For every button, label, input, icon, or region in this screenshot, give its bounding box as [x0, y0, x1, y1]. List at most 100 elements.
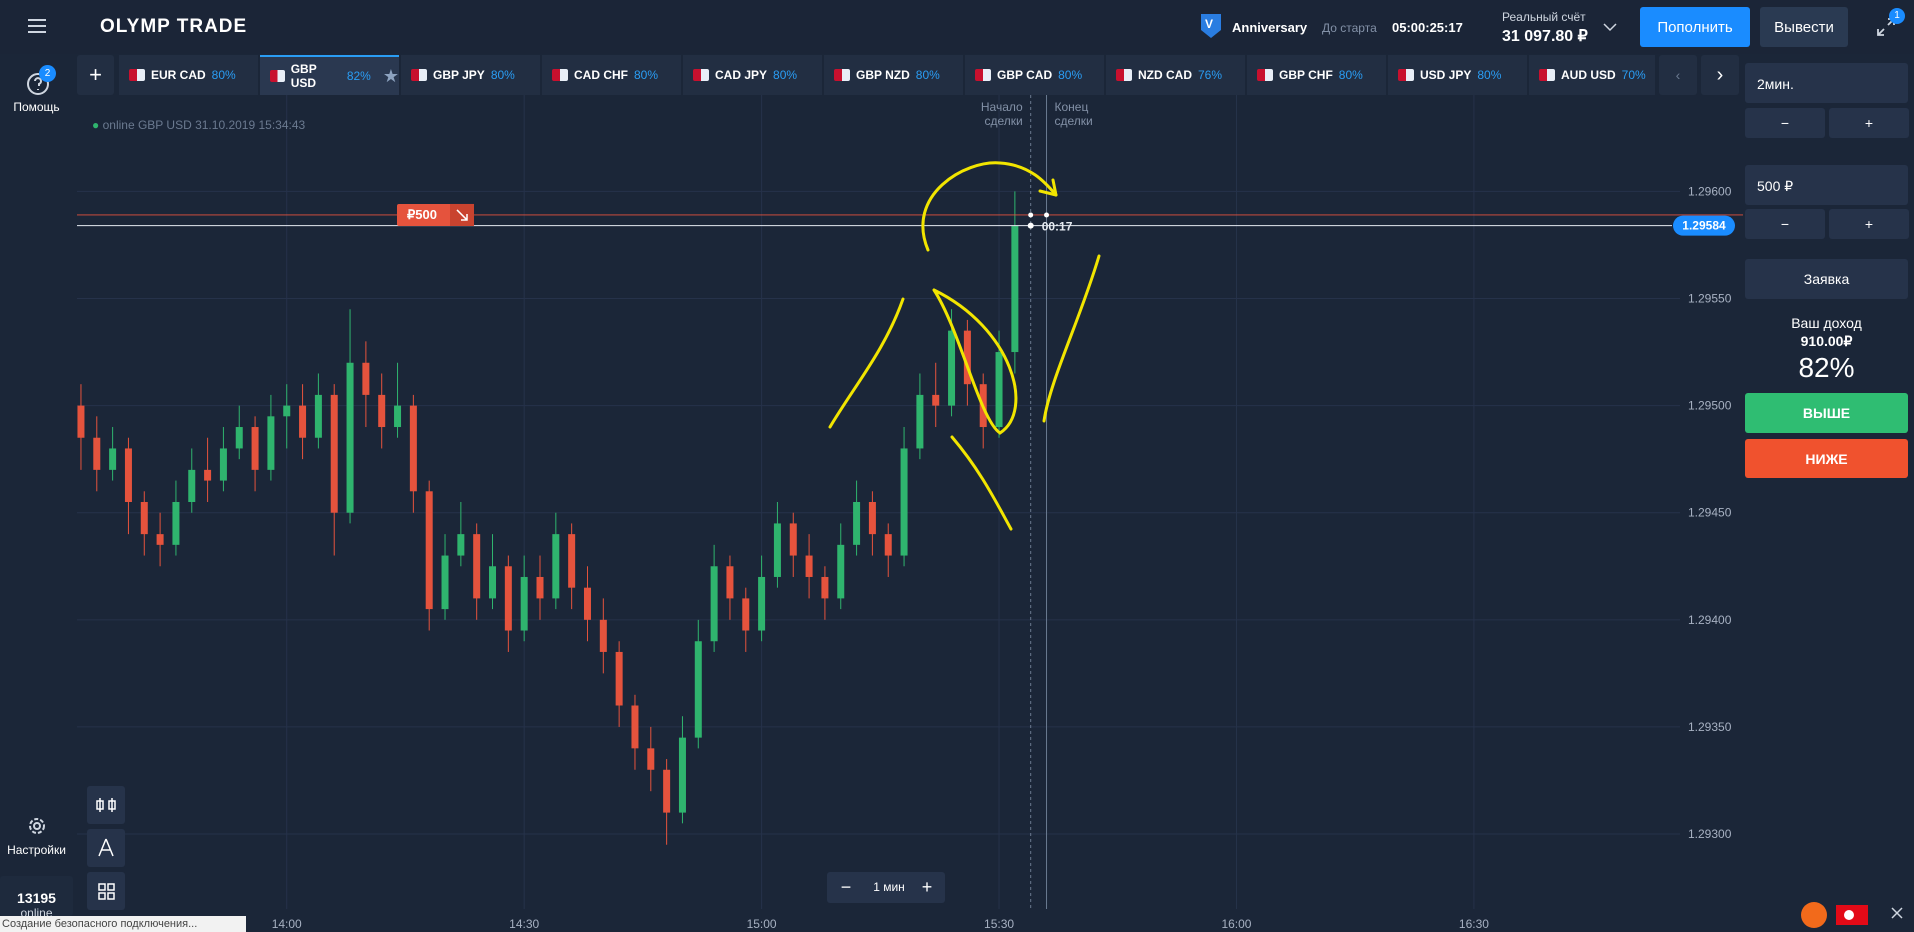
logo[interactable]: OLYMP TRADE [100, 16, 248, 37]
candle-body [251, 427, 259, 470]
y-tick-label: 1.29500 [1688, 399, 1732, 413]
order-button[interactable]: Заявка [1745, 259, 1908, 299]
tab-pair: CAD JPY [715, 68, 768, 82]
tabs-next[interactable]: › [1701, 55, 1739, 95]
annotation-scribble [1042, 254, 1101, 423]
tournament-start-label: До старта [1322, 21, 1377, 35]
notification-badge: 1 [1889, 8, 1905, 24]
settings-label[interactable]: Настройки [7, 843, 66, 857]
deal-marker-label: Начало [981, 100, 1023, 114]
tab-payout: 80% [634, 68, 659, 82]
candle-body [441, 555, 449, 610]
online-box [0, 876, 73, 916]
chart-type-button[interactable] [87, 786, 125, 824]
plot: 1.29600 1.29550 1.29500 1.29450 1.29400 1.293… [77, 95, 1743, 931]
candle-body [330, 394, 338, 513]
mascot-icon[interactable] [1801, 902, 1827, 928]
flag-icon [411, 69, 427, 81]
deposit-button[interactable]: Пополнить [1640, 7, 1750, 47]
tabs-prev[interactable]: ‹ [1659, 55, 1697, 95]
amount-plus[interactable]: + [1829, 209, 1909, 239]
tab-pair: GBP CAD [997, 68, 1053, 82]
asset-tab[interactable]: GBP NZD 80% [824, 55, 963, 95]
tab-payout: 76% [1198, 68, 1223, 82]
annotation-scribble [921, 161, 1058, 252]
menu-icon[interactable] [28, 18, 46, 34]
flag-icon [1539, 69, 1555, 81]
footer-close-icon[interactable] [1891, 907, 1903, 919]
candle-body [1011, 225, 1019, 353]
tournament-name[interactable]: Anniversary [1232, 20, 1308, 35]
account-label: Реальный счёт [1502, 10, 1586, 24]
x-tick-label: 15:00 [747, 917, 777, 931]
candle-body [884, 534, 892, 556]
help-label[interactable]: Помощь [13, 100, 60, 114]
indicators-button[interactable] [87, 872, 125, 910]
tournament-badge: V [1205, 17, 1214, 31]
up-button[interactable]: ВЫШЕ [1745, 393, 1908, 433]
amount-minus[interactable]: − [1745, 209, 1825, 239]
annotation-scribble [950, 435, 1013, 531]
candle-body [267, 416, 275, 470]
settings-icon[interactable] [26, 815, 48, 837]
tab-pair: EUR CAD [151, 68, 206, 82]
asset-tab[interactable]: NZD CAD 76% [1106, 55, 1245, 95]
duration-box[interactable] [1745, 63, 1908, 103]
asset-tab[interactable]: CAD CHF 80% [542, 55, 681, 95]
candle-body [916, 394, 924, 449]
asset-tab[interactable]: GBP CAD 80% [965, 55, 1104, 95]
candle-body [204, 469, 212, 481]
candle-body [378, 394, 386, 428]
asset-tab[interactable]: USD JPY 80% [1388, 55, 1527, 95]
y-tick-label: 1.29350 [1688, 720, 1732, 734]
asset-tab[interactable]: CAD JPY 80% [683, 55, 822, 95]
asset-tab[interactable]: GBP JPY 80% [401, 55, 540, 95]
asset-tabs: EUR CAD 80% GBP USD 82% ★ GBP JPY 80% CAD CHF 80… [119, 55, 1655, 95]
tab-pair: USD JPY [1420, 68, 1472, 82]
candle-body [109, 448, 117, 470]
timeframe-control [827, 872, 945, 903]
account-chevron[interactable] [1603, 22, 1617, 32]
timeframe-plus[interactable]: + [921, 877, 933, 897]
candle-body [489, 566, 497, 599]
flag-icon [834, 69, 850, 81]
fullscreen-icon[interactable] [1876, 17, 1896, 37]
candle-body [583, 587, 591, 620]
tab-pair: GBP USD [290, 62, 317, 90]
candle-body [647, 748, 655, 770]
asset-tab[interactable]: AUD USD 70% [1529, 55, 1655, 95]
tab-payout: 80% [1058, 68, 1083, 82]
y-tick-label: 1.29300 [1688, 827, 1732, 841]
candle-body [473, 534, 481, 599]
amount-box[interactable] [1745, 165, 1908, 205]
candle-body [536, 576, 544, 599]
asset-tab[interactable]: GBP USD 82% ★ [260, 55, 399, 95]
flag-icon [975, 69, 991, 81]
candle-body [758, 576, 766, 631]
y-tick-label: 1.29600 [1688, 184, 1732, 198]
add-tab-button[interactable]: + [77, 55, 114, 95]
chart-info: ● online GBP USD 31.10.2019 15:34:43 [92, 118, 305, 132]
duration-minus[interactable]: − [1745, 108, 1825, 138]
online-count: 13195 [17, 890, 56, 906]
withdraw-button[interactable]: Вывести [1760, 7, 1848, 47]
asset-tab[interactable]: EUR CAD 80% [119, 55, 258, 95]
tournament-countdown: 05:00:25:17 [1392, 20, 1463, 35]
x-tick-label: 14:30 [509, 917, 539, 931]
flag-icon [1116, 69, 1132, 81]
x-tick-label: 16:00 [1221, 917, 1251, 931]
timeframe-minus[interactable]: − [840, 877, 852, 897]
tab-pair: CAD CHF [574, 68, 628, 82]
drawing-tools-button[interactable] [87, 829, 125, 867]
account-balance[interactable]: 31 097.80 ₽ [1502, 28, 1588, 45]
asset-tab[interactable]: GBP CHF 80% [1247, 55, 1386, 95]
candle-body [599, 619, 607, 652]
timeframe-label[interactable]: 1 мин [873, 880, 905, 894]
indicators-icon [98, 883, 115, 900]
duration-plus[interactable]: + [1829, 108, 1909, 138]
annotations [828, 161, 1101, 531]
tab-payout: 80% [915, 68, 940, 82]
tab-payout: 80% [1338, 68, 1363, 82]
down-button[interactable]: НИЖЕ [1745, 439, 1908, 478]
